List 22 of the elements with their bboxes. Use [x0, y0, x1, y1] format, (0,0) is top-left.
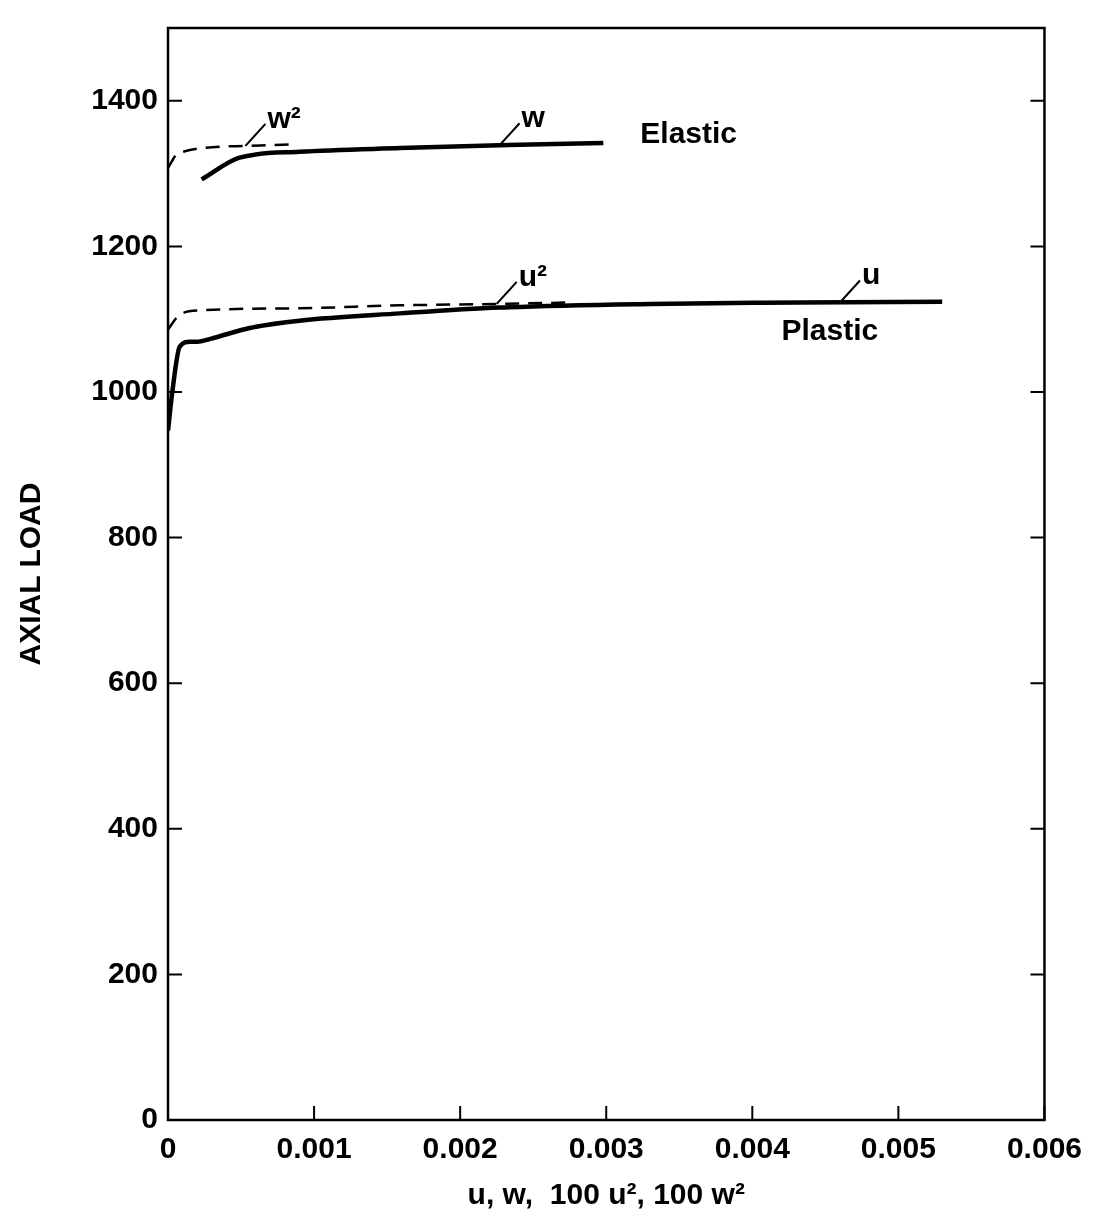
x-tick-label: 0.003	[568, 1131, 644, 1165]
x-axis-title: u, w, 100 u², 100 w²	[467, 1177, 745, 1211]
annotation: Plastic	[781, 312, 879, 346]
y-tick-label: 600	[107, 664, 158, 698]
y-tick-label: 800	[107, 518, 158, 552]
y-tick-label: 400	[107, 810, 158, 844]
x-tick-label: 0.004	[714, 1131, 791, 1165]
y-tick-label: 1200	[91, 227, 158, 261]
annotation: u²	[518, 258, 547, 292]
annotation: w²	[266, 100, 301, 134]
y-tick-label: 1400	[91, 82, 158, 116]
y-tick-label: 1000	[91, 373, 158, 407]
annotation: Elastic	[640, 116, 738, 150]
x-tick-label: 0.001	[276, 1131, 352, 1165]
x-tick-label: 0.006	[1006, 1131, 1082, 1165]
x-tick-label: 0.005	[860, 1131, 936, 1165]
annotation: u	[861, 257, 881, 291]
y-axis-title: AXIAL LOAD	[13, 482, 47, 666]
y-tick-label: 200	[107, 955, 158, 989]
x-tick-label: 0.002	[422, 1131, 498, 1165]
y-tick-label: 0	[141, 1101, 158, 1135]
annotation: w	[520, 100, 546, 134]
